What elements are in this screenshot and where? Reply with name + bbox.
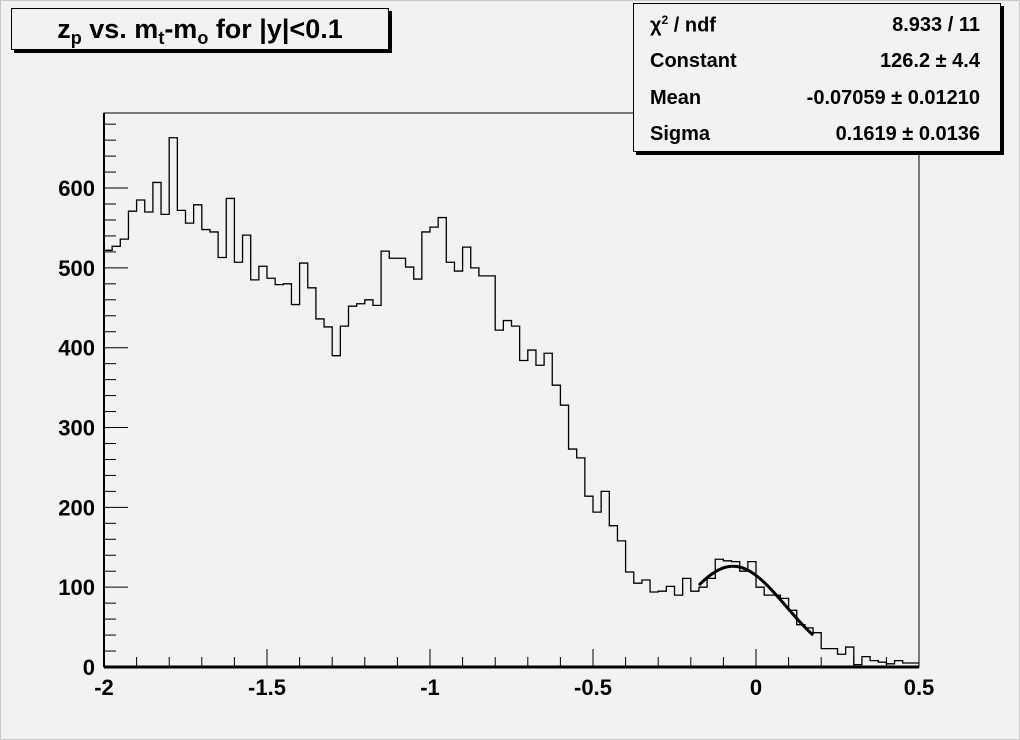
- y-tick-label: 400: [58, 336, 95, 361]
- stats-row-chi2: χ2 / ndf 8.933 / 11: [650, 8, 980, 42]
- title-sub: o: [197, 28, 209, 48]
- title-part: z: [57, 14, 71, 44]
- stats-box: χ2 / ndf 8.933 / 11 Constant 126.2 ± 4.4 M…: [633, 3, 1001, 152]
- title-sub: p: [70, 28, 82, 48]
- stats-label: χ2 / ndf: [650, 12, 716, 37]
- y-tick-label: 200: [58, 495, 95, 520]
- gaussian-fit-curve: [697, 564, 815, 637]
- title-sub: t: [158, 28, 165, 48]
- stats-row-mean: Mean -0.07059 ± 0.01210: [650, 81, 980, 115]
- y-tick-label: 300: [58, 416, 95, 441]
- x-tick-label: 0.5: [904, 675, 935, 700]
- x-tick-label: -0.5: [574, 675, 612, 700]
- title-part: -m: [164, 14, 198, 44]
- stats-value: -0.07059 ± 0.01210: [806, 86, 980, 109]
- title-part: for |y|<0.1: [208, 14, 343, 44]
- title-part: vs. m: [81, 14, 159, 44]
- stats-value: 8.933 / 11: [892, 13, 980, 36]
- y-tick-label: 100: [58, 575, 95, 600]
- stats-row-constant: Constant 126.2 ± 4.4: [650, 44, 980, 78]
- plot-frame: [103, 112, 920, 668]
- stats-row-sigma: Sigma 0.1619 ± 0.0136: [650, 117, 980, 151]
- stats-label: Sigma: [650, 122, 711, 145]
- y-tick-label: 600: [58, 176, 95, 201]
- chart-title: zp vs. mt-mo for |y|<0.1: [11, 8, 389, 50]
- x-tick-label: 0: [750, 675, 762, 700]
- x-tick-label: -1: [420, 675, 440, 700]
- y-tick-label: 500: [58, 256, 95, 281]
- stats-label: Mean: [650, 86, 702, 109]
- x-tick-label: -2: [94, 675, 114, 700]
- stats-value: 126.2 ± 4.4: [880, 49, 980, 72]
- x-tick-label: -1.5: [248, 675, 286, 700]
- y-tick-label: 0: [83, 655, 95, 680]
- stats-label: Constant: [650, 49, 737, 72]
- stats-value: 0.1619 ± 0.0136: [835, 122, 980, 145]
